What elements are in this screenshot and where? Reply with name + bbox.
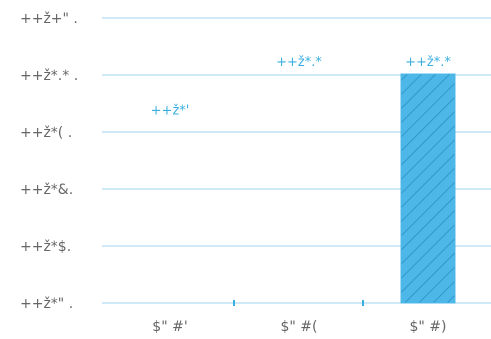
data-label: ++ž*.* [276,55,322,70]
x-tick-label: $" #( [281,319,318,335]
data-label: ++ž*.* [405,55,451,70]
bars [233,73,456,306]
y-tick-label: ++ž+" . [20,11,78,27]
y-axis-ticks: ++ž*" . ++ž*$. ++ž*&. ++ž*( . ++ž*.* . ++ž+" … [20,11,78,312]
bar [233,300,235,306]
x-tick-label: $" #) [410,319,447,335]
data-label: ++ž*' [151,104,190,119]
bar [400,73,456,304]
y-tick-label: ++ž*&. [20,182,73,198]
y-tick-label: ++ž*( . [20,125,72,141]
data-labels: ++ž*' ++ž*.* ++ž*.* [151,55,452,119]
y-tick-label: ++ž*$. [20,239,71,255]
bar [362,300,364,306]
y-tick-label: ++ž*.* . [20,68,78,84]
x-axis-ticks: $" #' $" #( $" #) [152,319,446,335]
y-tick-label: ++ž*" . [20,296,73,312]
x-tick-label: $" #' [152,319,187,335]
